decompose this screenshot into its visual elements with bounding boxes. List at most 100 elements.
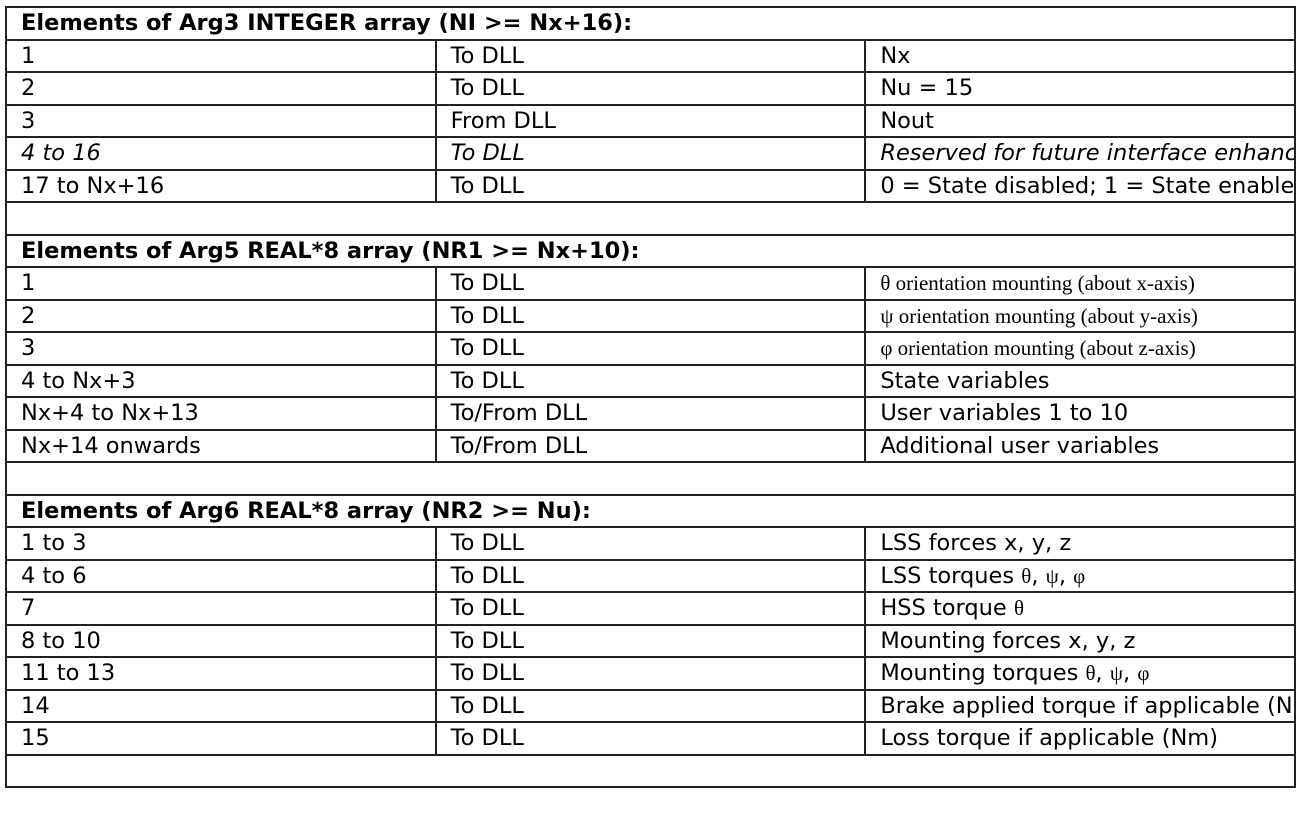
section-header-row: Elements of Arg5 REAL*8 array (NR1 >= Nx… (5, 233, 1296, 268)
table-row: 4 to 16 To DLL Reserved for future interfa… (5, 136, 1296, 171)
section-header-row: Elements of Arg6 REAL*8 array (NR2 >= Nu… (5, 493, 1296, 528)
description-cell: LSS forces x, y, z (864, 526, 1296, 561)
element-index-cell: 1 (5, 266, 437, 301)
description-text: θ (1085, 661, 1096, 686)
table-row: 3 To DLL φ orientation mounting (about z-a… (5, 331, 1296, 366)
description-text: Additional user variables (880, 432, 1160, 459)
table-row: 4 to Nx+3 To DLL State variables (5, 363, 1296, 398)
element-index-cell: 17 to Nx+16 (5, 168, 437, 203)
spacer-row (5, 461, 1296, 496)
description-text: , (1123, 660, 1138, 687)
description-cell: State variables (864, 363, 1296, 398)
table-row: Nx+14 onwards To/From DLL Additional user … (5, 428, 1296, 463)
description-text: Nout (880, 107, 934, 134)
table-row: 1 To DLL Nx (5, 38, 1296, 73)
table-row: 15 To DLL Loss torque if applicable (Nm) (5, 721, 1296, 756)
direction-cell: To DLL (434, 656, 867, 691)
description-cell: HSS torque θ (864, 591, 1296, 626)
description-cell: Mounting forces x, y, z (864, 623, 1296, 658)
description-text: , (1095, 660, 1110, 687)
description-cell: φ orientation mounting (about z-axis) (864, 331, 1296, 366)
element-index-cell: 8 to 10 (5, 623, 437, 658)
table-row: 2 To DLL ψ orientation mounting (about y-a… (5, 298, 1296, 333)
element-index-cell: 7 (5, 591, 437, 626)
description-text: θ orientation mounting (about x-axis) (880, 271, 1195, 296)
description-cell: Nout (864, 103, 1296, 138)
direction-cell: To DLL (434, 298, 867, 333)
direction-cell: To DLL (434, 688, 867, 723)
direction-cell: To DLL (434, 331, 867, 366)
description-text: ψ (1109, 661, 1124, 686)
element-index-cell: 15 (5, 721, 437, 756)
description-text: ψ orientation mounting (about y-axis) (880, 303, 1198, 328)
element-index-cell: Nx+4 to Nx+13 (5, 396, 437, 431)
table-row: 1 To DLL θ orientation mounting (about x-a… (5, 266, 1296, 301)
description-text: Loss torque if applicable (Nm) (880, 725, 1218, 752)
table-row: 7 To DLL HSS torque θ (5, 591, 1296, 626)
description-cell: Loss torque if applicable (Nm) (864, 721, 1296, 756)
direction-cell: To DLL (434, 71, 867, 106)
direction-cell: To/From DLL (434, 428, 867, 463)
description-text: φ orientation mounting (about z-axis) (880, 336, 1196, 361)
element-index-cell: 2 (5, 298, 437, 333)
section-title: Elements of Arg3 INTEGER array (NI >= Nx… (5, 6, 1296, 41)
table-row: 4 to 6 To DLL LSS torques θ, ψ, φ (5, 558, 1296, 593)
element-index-cell: 1 (5, 38, 437, 73)
description-text: θ (1021, 563, 1032, 588)
description-text: HSS torque (880, 595, 1014, 622)
description-text: State variables (880, 367, 1050, 394)
table-row: 1 to 3 To DLL LSS forces x, y, z (5, 526, 1296, 561)
spacer-cell (5, 461, 1296, 496)
description-cell: Reserved for future interface enhancemen… (864, 136, 1296, 171)
table-row: 11 to 13 To DLL Mounting torques θ, ψ, φ (5, 656, 1296, 691)
description-text: Mounting forces x, y, z (880, 627, 1136, 654)
direction-cell: To DLL (434, 363, 867, 398)
table-row: 14 To DLL Brake applied torque if applicab… (5, 688, 1296, 723)
element-index-cell: 3 (5, 331, 437, 366)
description-text: , (1031, 562, 1046, 589)
spacer-cell (5, 753, 1296, 788)
description-text: θ (1013, 596, 1024, 621)
description-text: Mounting torques (880, 660, 1086, 687)
direction-cell: From DLL (434, 103, 867, 138)
description-text: LSS forces x, y, z (880, 530, 1072, 557)
table-row: 2 To DLL Nu = 15 (5, 71, 1296, 106)
description-cell: Nx (864, 38, 1296, 73)
description-cell: θ orientation mounting (about x-axis) (864, 266, 1296, 301)
direction-cell: To DLL (434, 168, 867, 203)
description-text: 0 = State disabled; 1 = State enabled (880, 172, 1295, 199)
description-text: Reserved for future interface enhancemen… (880, 140, 1293, 167)
element-index-cell: 1 to 3 (5, 526, 437, 561)
description-cell: Brake applied torque if applicable (Nm) (864, 688, 1296, 723)
section-header-row: Elements of Arg3 INTEGER array (NI >= Nx… (5, 6, 1296, 41)
description-text: Brake applied torque if applicable (Nm) (880, 692, 1295, 719)
description-cell: User variables 1 to 10 (864, 396, 1296, 431)
section-title: Elements of Arg5 REAL*8 array (NR1 >= Nx… (5, 233, 1296, 268)
element-index-cell: 2 (5, 71, 437, 106)
description-text: LSS torques (880, 562, 1022, 589)
element-index-cell: Nx+14 onwards (5, 428, 437, 463)
description-cell: Additional user variables (864, 428, 1296, 463)
dll-array-elements-table: Elements of Arg3 INTEGER array (NI >= Nx… (5, 6, 1296, 788)
table-row: Nx+4 to Nx+13 To/From DLL User variables 1… (5, 396, 1296, 431)
direction-cell: To DLL (434, 558, 867, 593)
element-index-cell: 4 to Nx+3 (5, 363, 437, 398)
spacer-row (5, 201, 1296, 236)
direction-cell: To DLL (434, 721, 867, 756)
element-index-cell: 3 (5, 103, 437, 138)
direction-cell: To DLL (434, 136, 867, 171)
description-text: User variables 1 to 10 (880, 400, 1129, 427)
element-index-cell: 4 to 16 (5, 136, 437, 171)
description-cell: ψ orientation mounting (about y-axis) (864, 298, 1296, 333)
element-index-cell: 11 to 13 (5, 656, 437, 691)
direction-cell: To DLL (434, 266, 867, 301)
direction-cell: To DLL (434, 591, 867, 626)
description-cell: LSS torques θ, ψ, φ (864, 558, 1296, 593)
description-cell: Nu = 15 (864, 71, 1296, 106)
direction-cell: To DLL (434, 623, 867, 658)
description-text: φ (1137, 661, 1150, 686)
description-cell: Mounting torques θ, ψ, φ (864, 656, 1296, 691)
section-title: Elements of Arg6 REAL*8 array (NR2 >= Nu… (5, 493, 1296, 528)
spacer-row (5, 753, 1296, 788)
spacer-cell (5, 201, 1296, 236)
